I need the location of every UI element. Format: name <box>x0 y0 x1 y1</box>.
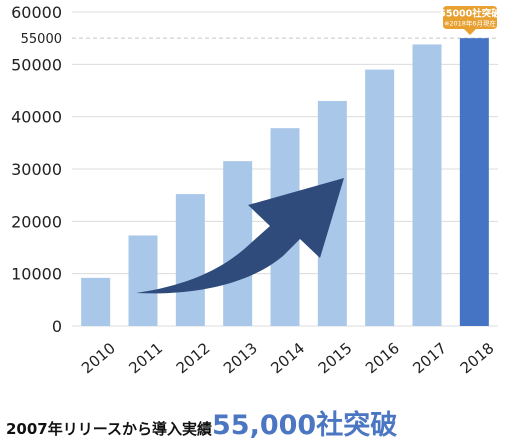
x-tick-label: 2011 <box>125 339 166 377</box>
callout-main-text: 55000社突破 <box>439 8 501 20</box>
y-tick-label: 30000 <box>11 160 62 179</box>
x-tick-label: 2014 <box>267 339 308 377</box>
bars <box>81 38 489 327</box>
reference-line-label: 55000 <box>21 32 62 47</box>
x-tick-label: 2018 <box>457 339 498 377</box>
bar-2010 <box>81 277 111 326</box>
callout-sub-text: ※2018年6月現在 <box>444 19 497 28</box>
y-tick-label: 40000 <box>11 108 62 127</box>
bar-2017 <box>412 44 442 327</box>
footer-lead-text: 2007年リリースから導入実績 <box>6 420 212 438</box>
y-tick-label: 60000 <box>11 3 62 22</box>
y-axis-ticks: 0 10000 20000 30000 40000 50000 60000 <box>11 3 62 336</box>
bar-2011 <box>128 235 158 326</box>
growth-arrow <box>136 178 344 294</box>
callout: 55000社突破 ※2018年6月現在 <box>439 6 501 35</box>
bar-chart: 55000 0 10000 20000 30000 40000 50000 60000 20… <box>11 3 501 378</box>
x-tick-label: 2017 <box>409 339 450 377</box>
footer-caption: 2007年リリースから導入実績55,000社突破 <box>6 403 510 443</box>
y-tick-label: 20000 <box>11 212 62 231</box>
x-tick-label: 2015 <box>315 339 356 377</box>
x-tick-label: 2013 <box>220 339 261 377</box>
bar-2018 <box>459 38 489 327</box>
x-tick-label: 2016 <box>362 339 403 377</box>
bar-2016 <box>365 69 395 327</box>
x-tick-label: 2010 <box>78 339 119 377</box>
reference-line: 55000 <box>21 32 498 47</box>
growth-arrow-icon <box>136 178 344 294</box>
bar-2013 <box>223 161 253 326</box>
footer-headline: 55,000社突破 <box>212 410 398 441</box>
y-tick-label: 10000 <box>11 265 62 284</box>
x-tick-label: 2012 <box>173 339 214 377</box>
x-axis-ticks: 2010 2011 2012 2013 2014 2015 2016 2017 2018 <box>78 339 497 377</box>
y-tick-label: 0 <box>52 317 62 336</box>
bar-2012 <box>175 194 205 326</box>
y-tick-label: 50000 <box>11 55 62 74</box>
callout-box <box>443 6 497 35</box>
